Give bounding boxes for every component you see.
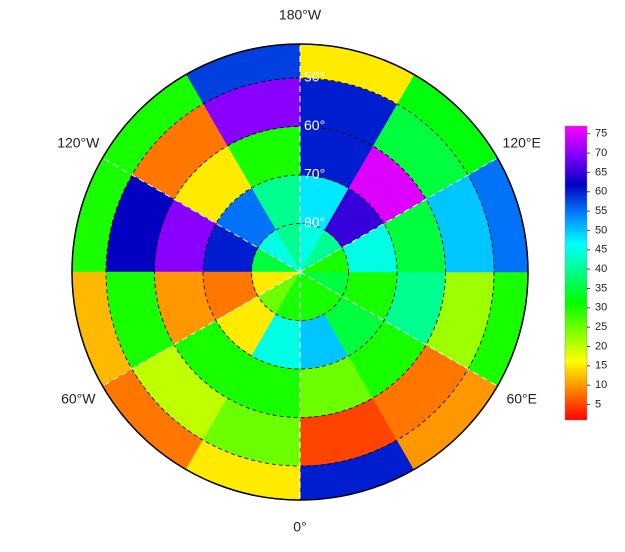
latitude-label: 80° xyxy=(304,214,325,230)
longitude-label: 120°W xyxy=(57,135,100,151)
latitude-circle xyxy=(202,174,398,370)
latitude-circle xyxy=(154,126,446,418)
latitude-label: 70° xyxy=(304,166,325,182)
colorbar-tick-label: 35 xyxy=(595,282,607,294)
colorbar-tick-label: 5 xyxy=(595,398,601,410)
colorbar xyxy=(564,125,588,421)
meridian-line xyxy=(299,271,498,387)
longitude-label: 60°W xyxy=(61,391,96,407)
map-border xyxy=(71,43,529,501)
colorbar-tick-label: 65 xyxy=(595,166,607,178)
meridian-line xyxy=(299,157,498,273)
colorbar-tick-label: 45 xyxy=(595,244,607,256)
colorbar-tick-label: 15 xyxy=(595,360,607,372)
longitude-label: 0° xyxy=(293,519,306,535)
colorbar-tick-label: 60 xyxy=(595,186,607,198)
longitude-label: 180°W xyxy=(279,7,322,23)
latitude-label: 60° xyxy=(304,117,325,133)
colorbar-tick-label: 10 xyxy=(595,379,607,391)
colorbar-tick-label: 75 xyxy=(595,128,607,140)
colorbar-tick-label: 25 xyxy=(595,321,607,333)
latitude-label: 50° xyxy=(304,69,325,85)
latitude-circle xyxy=(251,223,349,321)
meridian-line xyxy=(102,271,301,387)
colorbar-tick-label: 55 xyxy=(595,205,607,217)
colorbar-tick-label: 70 xyxy=(595,147,607,159)
longitude-label: 120°E xyxy=(503,135,541,151)
longitude-label: 60°E xyxy=(506,391,537,407)
meridian-line xyxy=(102,157,301,273)
colorbar-tick-label: 20 xyxy=(595,340,607,352)
colorbar-tick-label: 40 xyxy=(595,263,607,275)
colorbar-tick-label: 30 xyxy=(595,302,607,314)
colorbar-tick-label: 50 xyxy=(595,224,607,236)
